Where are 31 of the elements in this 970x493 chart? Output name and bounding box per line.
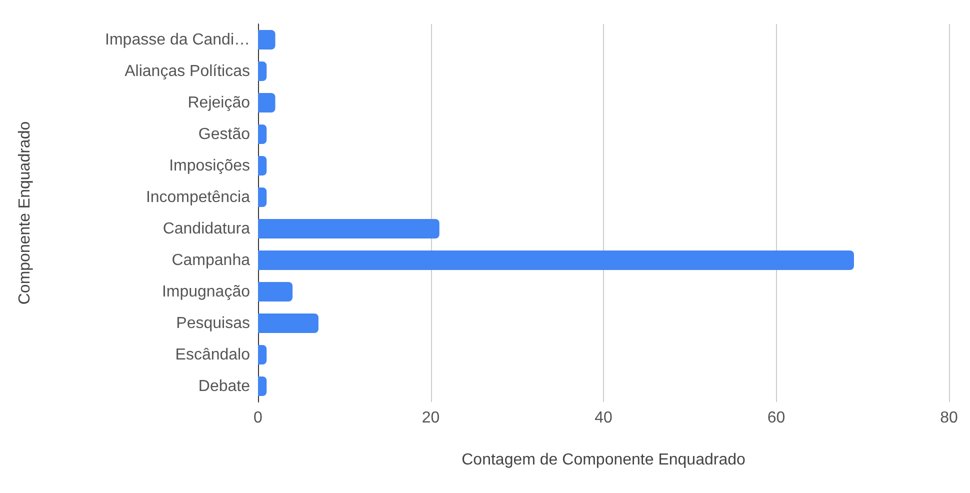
bar bbox=[258, 61, 267, 82]
x-tick-label: 0 bbox=[254, 410, 263, 426]
x-tick-label: 40 bbox=[594, 410, 612, 426]
bar bbox=[258, 344, 267, 365]
y-axis-title: Componente Enquadrado bbox=[16, 121, 34, 305]
y-tick-label: Impugnação bbox=[162, 283, 250, 300]
y-tick-label: Incompetência bbox=[146, 188, 250, 206]
y-tick-label: Rejeição bbox=[188, 94, 250, 112]
x-axis-title: Contagem de Componente Enquadrado bbox=[462, 452, 746, 468]
bar bbox=[258, 282, 293, 302]
x-tick-label: 20 bbox=[422, 410, 440, 426]
y-tick-label: Debate bbox=[198, 378, 250, 395]
y-tick-label: Imposições bbox=[169, 157, 250, 174]
y-tick-label: Pesquisas bbox=[176, 314, 250, 332]
y-tick-label: Candidatura bbox=[162, 220, 250, 238]
bar bbox=[258, 187, 267, 208]
bar bbox=[258, 92, 276, 113]
y-tick-label: Alianças Políticas bbox=[124, 62, 250, 80]
y-tick-label: Gestão bbox=[198, 126, 250, 143]
bar bbox=[258, 30, 276, 50]
y-tick-label: Campanha bbox=[172, 252, 250, 269]
bar bbox=[258, 218, 440, 239]
bar bbox=[258, 124, 267, 144]
bar bbox=[258, 156, 267, 176]
y-tick-label: Impasse da Candi… bbox=[105, 31, 250, 48]
x-tick-label: 80 bbox=[940, 410, 958, 426]
bar bbox=[258, 376, 267, 396]
x-tick-label: 60 bbox=[767, 410, 786, 426]
bar bbox=[258, 313, 318, 334]
bar bbox=[258, 250, 854, 270]
y-tick-label: Escândalo bbox=[175, 346, 250, 364]
